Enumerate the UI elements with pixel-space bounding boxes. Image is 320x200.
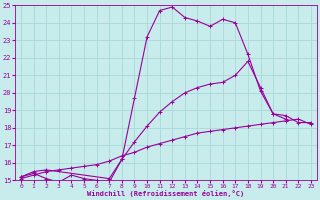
X-axis label: Windchill (Refroidissement éolien,°C): Windchill (Refroidissement éolien,°C) bbox=[87, 190, 244, 197]
